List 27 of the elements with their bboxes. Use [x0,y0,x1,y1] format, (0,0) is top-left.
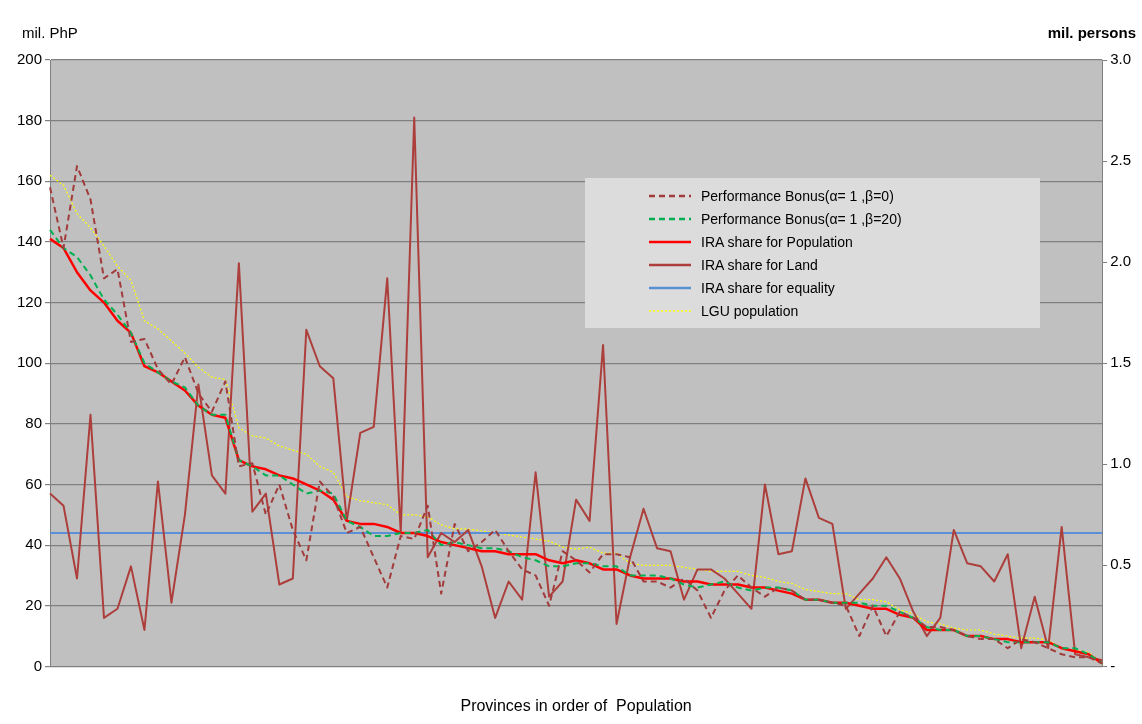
y2-axis-title: mil. persons [1047,24,1136,41]
legend-label: IRA share for Land [701,256,818,273]
y-tick-label: 180 [17,110,43,128]
y2-tick-label: 3.0 [1110,50,1132,68]
y-tick-label: 120 [17,292,43,310]
x-axis-title: Provinces in order of Population [460,696,692,714]
y-tick-label: 140 [17,232,43,250]
legend-label: LGU population [701,302,799,319]
y-tick-label: 100 [17,353,43,371]
y2-tick-label: 0.5 [1110,555,1132,573]
y2-tick-label: 1.5 [1110,353,1132,371]
y2-tick-label: 2.0 [1110,252,1132,270]
legend-label: Performance Bonus(α= 1 ,β=20) [701,210,902,227]
legend-label: IRA share for equality [701,279,835,296]
y-tick-label: 60 [25,474,43,492]
legend-label: IRA share for Population [701,233,853,250]
legend-label: Performance Bonus(α= 1 ,β=0) [701,187,894,204]
y-tick-label: 80 [25,413,43,431]
y2-tick-label: 1.0 [1110,454,1132,472]
y-tick-label: 0 [33,656,43,674]
y2-tick-label: - [1110,656,1116,674]
y-axis-title: mil. PhP [22,24,78,41]
y-tick-label: 20 [25,595,43,613]
y-tick-label: 40 [25,535,43,553]
y-tick-label: 160 [17,171,43,189]
y2-tick-label: 2.5 [1110,151,1132,169]
y-tick-label: 200 [17,50,43,68]
